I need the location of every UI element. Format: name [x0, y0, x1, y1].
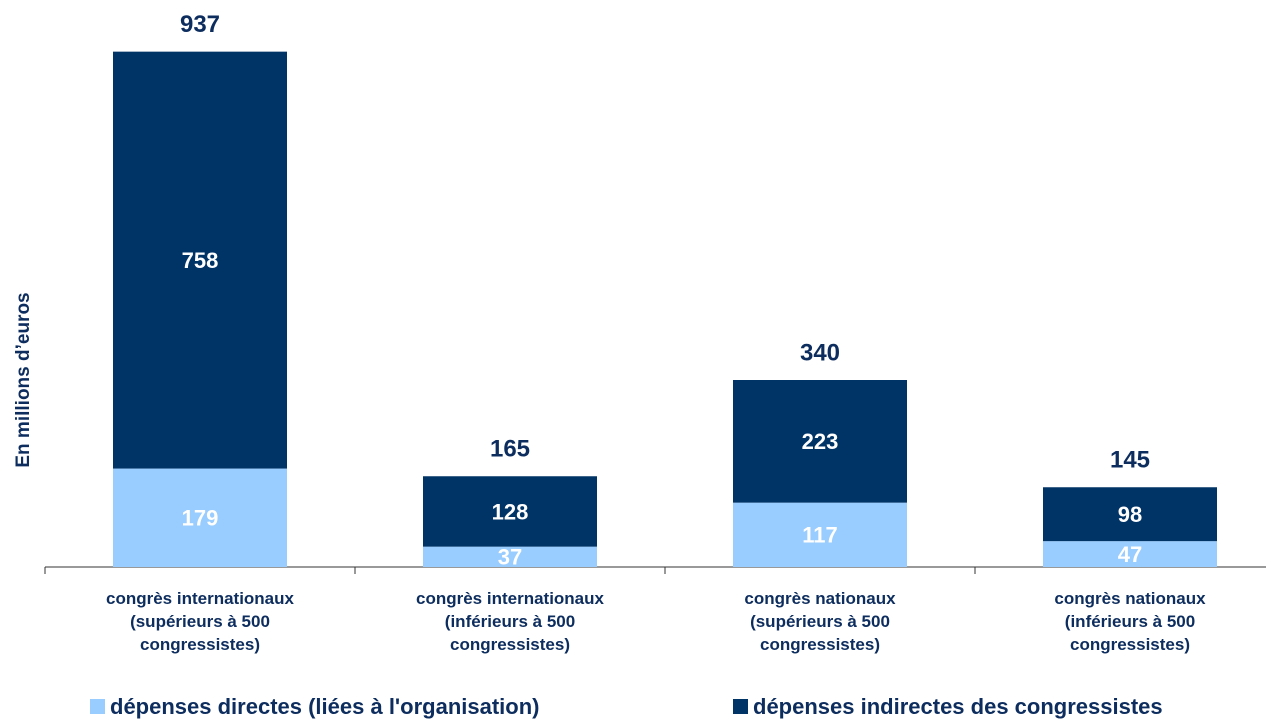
- bar-segment: [423, 546, 597, 567]
- x-tick-label: congrès nationaux (inférieurs à 500 cong…: [1054, 589, 1206, 654]
- bar-segment: [113, 468, 287, 567]
- total-label: 340: [800, 339, 840, 366]
- bar-segment: [113, 51, 287, 469]
- bar-segment: [1043, 541, 1217, 567]
- legend-swatch: [90, 699, 105, 714]
- total-label: 145: [1110, 447, 1150, 474]
- x-tick-label: congrès nationaux (supérieurs à 500 cong…: [744, 589, 896, 654]
- value-label: 47: [1118, 542, 1142, 567]
- value-label: 223: [802, 429, 839, 454]
- total-label: 937: [180, 11, 220, 38]
- value-label: 758: [182, 248, 219, 273]
- legend-label: dépenses indirectes des congressistes: [753, 694, 1163, 719]
- y-axis-label: En millions d’euros: [13, 292, 34, 467]
- bar-segment: [1043, 487, 1217, 542]
- value-label: 128: [492, 499, 529, 524]
- value-label: 98: [1118, 502, 1142, 527]
- value-label: 179: [182, 506, 219, 531]
- bar-segment: [733, 502, 907, 567]
- bar-segment: [733, 380, 907, 503]
- value-label: 37: [498, 545, 522, 570]
- x-tick-label: congrès internationaux (supérieurs à 500…: [106, 589, 294, 654]
- legend-swatch: [733, 699, 748, 714]
- x-tick-label: congrès internationaux (inférieurs à 500…: [416, 589, 604, 654]
- value-label: 117: [802, 523, 838, 548]
- total-label: 165: [490, 436, 530, 463]
- legend-label: dépenses directes (liées à l'organisatio…: [110, 694, 540, 719]
- bar-segment: [423, 476, 597, 547]
